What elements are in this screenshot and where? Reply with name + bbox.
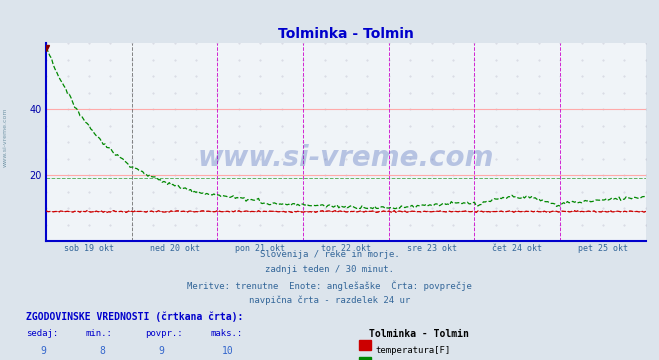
Text: www.si-vreme.com: www.si-vreme.com [198,144,494,172]
Text: Meritve: trenutne  Enote: anglešaške  Črta: povprečje: Meritve: trenutne Enote: anglešaške Črta… [187,280,472,291]
Title: Tolminka - Tolmin: Tolminka - Tolmin [278,27,414,41]
Text: 9: 9 [40,346,45,356]
Text: www.si-vreme.com: www.si-vreme.com [3,107,8,167]
Text: ZGODOVINSKE VREDNOSTI (črtkana črta):: ZGODOVINSKE VREDNOSTI (črtkana črta): [26,311,244,322]
Text: min.:: min.: [86,329,113,338]
Text: navpična črta - razdelek 24 ur: navpična črta - razdelek 24 ur [249,296,410,305]
Text: zadnji teden / 30 minut.: zadnji teden / 30 minut. [265,265,394,274]
Text: Tolminka - Tolmin: Tolminka - Tolmin [369,329,469,339]
Text: temperatura[F]: temperatura[F] [376,346,451,355]
Text: maks.:: maks.: [211,329,243,338]
Text: sedaj:: sedaj: [26,329,59,338]
Text: 9: 9 [159,346,164,356]
Text: 10: 10 [221,346,233,356]
Text: povpr.:: povpr.: [145,329,183,338]
Text: 8: 8 [100,346,105,356]
Text: Slovenija / reke in morje.: Slovenija / reke in morje. [260,250,399,259]
